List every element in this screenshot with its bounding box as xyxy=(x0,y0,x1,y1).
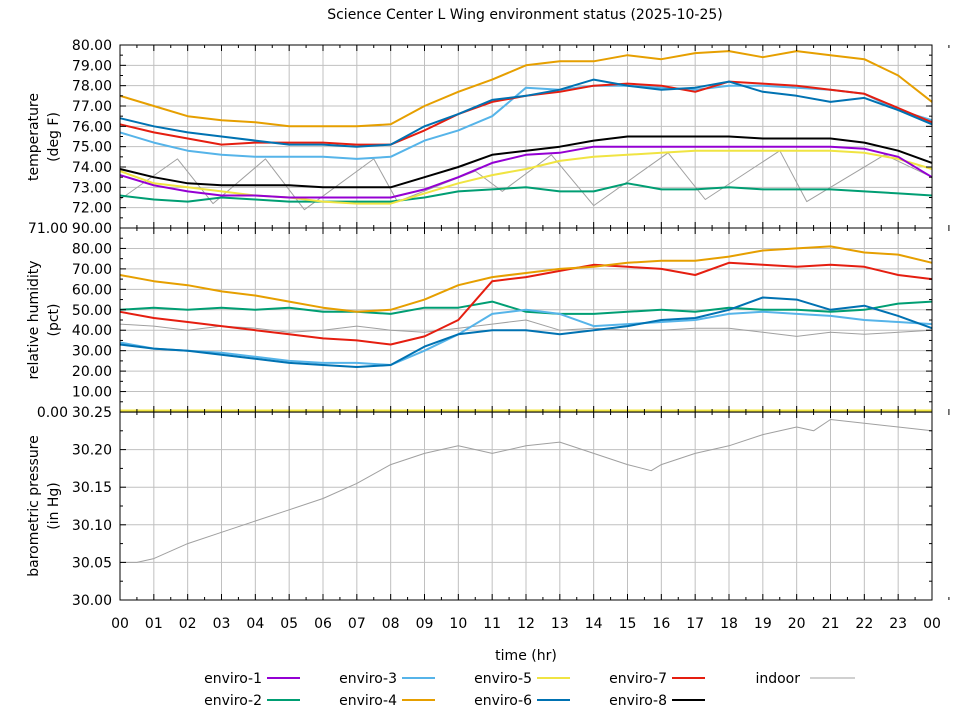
x-tick-label: 04 xyxy=(246,616,264,632)
x-tick-label: 19 xyxy=(754,616,772,632)
legend-label: enviro-2 xyxy=(204,693,262,709)
y-tick-label: 40.00 xyxy=(72,323,112,339)
x-tick-label: 09 xyxy=(416,616,434,632)
series-line-enviro-3-panel-2 xyxy=(119,308,933,366)
y-label-humidity-1: relative humidity xyxy=(26,260,42,379)
y-tick-label: 20.00 xyxy=(72,364,112,380)
x-tick-label: 03 xyxy=(213,616,231,632)
series-line-enviro-2-panel-1 xyxy=(119,182,933,203)
y-tick-label: 80.00 xyxy=(72,38,112,54)
series-line-enviro-6-panel-1 xyxy=(119,78,933,148)
y-tick-label: 78.00 xyxy=(72,79,112,95)
series-line-enviro-2-panel-2 xyxy=(119,300,933,315)
legend-item-enviro-4: enviro-4 xyxy=(339,693,435,709)
series-line-indoor-panel-1 xyxy=(119,150,933,211)
plot-frame xyxy=(119,411,933,601)
x-tick-label: 13 xyxy=(551,616,569,632)
series-line-enviro-4-panel-2 xyxy=(119,245,933,313)
y-tick-label: 30.25 xyxy=(72,405,112,421)
x-tick-label: 11 xyxy=(483,616,501,632)
legend-label: enviro-1 xyxy=(204,671,262,687)
x-tick-label: 10 xyxy=(449,616,467,632)
y-tick-label: 30.00 xyxy=(72,593,112,609)
y-tick-label: 10.00 xyxy=(72,385,112,401)
y-tick-label: 30.20 xyxy=(72,443,112,459)
legend-item-enviro-3: enviro-3 xyxy=(339,671,435,687)
x-tick-label: 08 xyxy=(382,616,400,632)
series-line-enviro-3-panel-1 xyxy=(119,84,933,160)
legend-label: enviro-6 xyxy=(474,693,532,709)
legend-item-enviro-2: enviro-2 xyxy=(204,693,300,709)
y-tick-label: 71.00 xyxy=(28,221,68,237)
legend-label: enviro-4 xyxy=(339,693,397,709)
series-line-indoor-panel-2 xyxy=(119,319,933,337)
x-tick-label: 05 xyxy=(280,616,298,632)
legend-item-indoor: indoor xyxy=(755,671,855,687)
x-axis-label: time (hr) xyxy=(495,648,557,664)
legend-item-enviro-7: enviro-7 xyxy=(609,671,705,687)
y-tick-label: 72.00 xyxy=(72,201,112,217)
y-tick-label: 30.00 xyxy=(72,344,112,360)
x-tick-label: 23 xyxy=(889,616,907,632)
x-tick-label: 15 xyxy=(619,616,637,632)
legend-item-enviro-8: enviro-8 xyxy=(609,693,705,709)
y-tick-label: 50.00 xyxy=(72,303,112,319)
legend-item-enviro-1: enviro-1 xyxy=(204,671,300,687)
series-line-enviro-1-panel-1 xyxy=(119,145,933,199)
y-tick-label: 70.00 xyxy=(72,262,112,278)
y-label-humidity-2: (pct) xyxy=(46,304,62,337)
y-label-temperature-2: (deg F) xyxy=(46,112,62,162)
y-tick-label: 75.00 xyxy=(72,140,112,156)
legend: enviro-1 enviro-2 enviro-3 enviro-4 enviro-5… xyxy=(204,671,855,709)
legend-item-enviro-6: enviro-6 xyxy=(474,693,570,709)
y-tick-label: 73.00 xyxy=(72,180,112,196)
y-tick-label: 77.00 xyxy=(72,99,112,115)
y-tick-label: 0.00 xyxy=(37,405,68,421)
x-tick-label: 16 xyxy=(652,616,670,632)
x-tick-label: 20 xyxy=(788,616,806,632)
x-tick-label: 00 xyxy=(923,616,941,632)
legend-label: enviro-7 xyxy=(609,671,667,687)
x-tick-label: 12 xyxy=(517,616,535,632)
series-line-enviro-8-panel-1 xyxy=(119,135,933,189)
y-axis-labels: temperature (deg F) relative humidity (p… xyxy=(26,93,62,577)
x-tick-label: 00 xyxy=(111,616,129,632)
legend-label: enviro-3 xyxy=(339,671,397,687)
x-tick-label: 17 xyxy=(686,616,704,632)
y-tick-label: 79.00 xyxy=(72,58,112,74)
series-line-enviro-6-panel-2 xyxy=(119,296,933,368)
y-tick-label: 30.05 xyxy=(72,555,112,571)
y-tick-label: 80.00 xyxy=(72,241,112,257)
y-label-pressure-2: (in Hg) xyxy=(46,482,62,530)
x-tick-label: 06 xyxy=(314,616,332,632)
series-line-enviro-7-panel-2 xyxy=(119,261,933,346)
y-tick-label: 76.00 xyxy=(72,119,112,135)
chart-title: Science Center L Wing environment status… xyxy=(327,7,723,23)
grid xyxy=(119,44,933,601)
legend-label: enviro-5 xyxy=(474,671,532,687)
y-label-pressure-1: barometric pressure xyxy=(26,435,42,576)
x-tick-label: 21 xyxy=(822,616,840,632)
legend-label: indoor xyxy=(755,671,800,687)
x-tick-label: 22 xyxy=(855,616,873,632)
y-tick-label: 60.00 xyxy=(72,282,112,298)
y-tick-label: 74.00 xyxy=(72,160,112,176)
series-line-indoor-panel-3 xyxy=(120,419,933,563)
x-tick-label: 02 xyxy=(179,616,197,632)
legend-label: enviro-8 xyxy=(609,693,667,709)
y-tick-label: 30.15 xyxy=(72,480,112,496)
series-line-enviro-4-panel-1 xyxy=(119,50,933,128)
legend-item-enviro-5: enviro-5 xyxy=(474,671,570,687)
y-label-temperature-1: temperature xyxy=(26,93,42,181)
x-tick-label: 14 xyxy=(585,616,603,632)
y-tick-label: 30.10 xyxy=(72,518,112,534)
x-tick-label: 07 xyxy=(348,616,366,632)
x-tick-label: 01 xyxy=(145,616,163,632)
x-tick-label: 18 xyxy=(720,616,738,632)
y-tick-label: 90.00 xyxy=(72,221,112,237)
